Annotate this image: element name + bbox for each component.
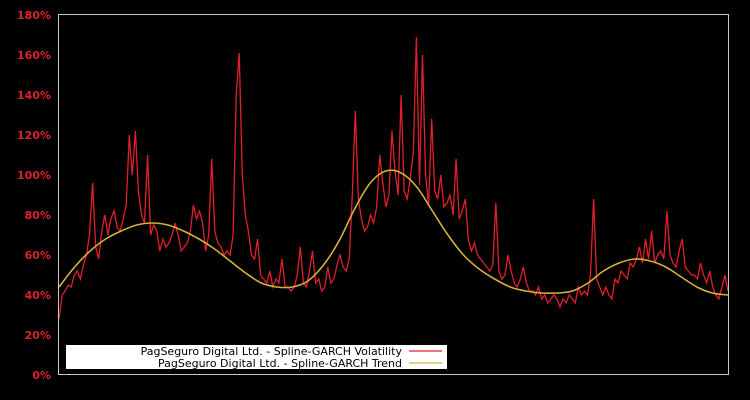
y-tick-label: 180%: [17, 9, 51, 22]
trend-series-line: [58, 169, 729, 296]
y-tick-label: 20%: [25, 329, 51, 342]
y-tick-label: 140%: [17, 89, 51, 102]
y-tick-label: 0%: [32, 369, 51, 382]
y-tick-label: 40%: [25, 289, 51, 302]
y-tick-label: 120%: [17, 129, 51, 142]
y-tick-label: 100%: [17, 169, 51, 182]
legend: PagSeguro Digital Ltd. - Spline-GARCH Vo…: [66, 345, 447, 370]
y-tick-label: 60%: [25, 249, 51, 262]
volatility-series-line: [58, 36, 729, 320]
plot-frame: [58, 14, 729, 375]
legend-box: [66, 345, 447, 369]
y-tick-label: 160%: [17, 49, 51, 62]
y-axis-tick-labels: 0% 20% 40% 60% 80% 100% 120% 140% 160% 180%: [17, 9, 51, 382]
y-tick-label: 80%: [25, 209, 51, 222]
legend-label-volatility: PagSeguro Digital Ltd. - Spline-GARCH Vo…: [141, 345, 403, 358]
legend-label-trend: PagSeguro Digital Ltd. - Spline-GARCH Tr…: [158, 357, 402, 370]
plot-area: [58, 36, 729, 320]
